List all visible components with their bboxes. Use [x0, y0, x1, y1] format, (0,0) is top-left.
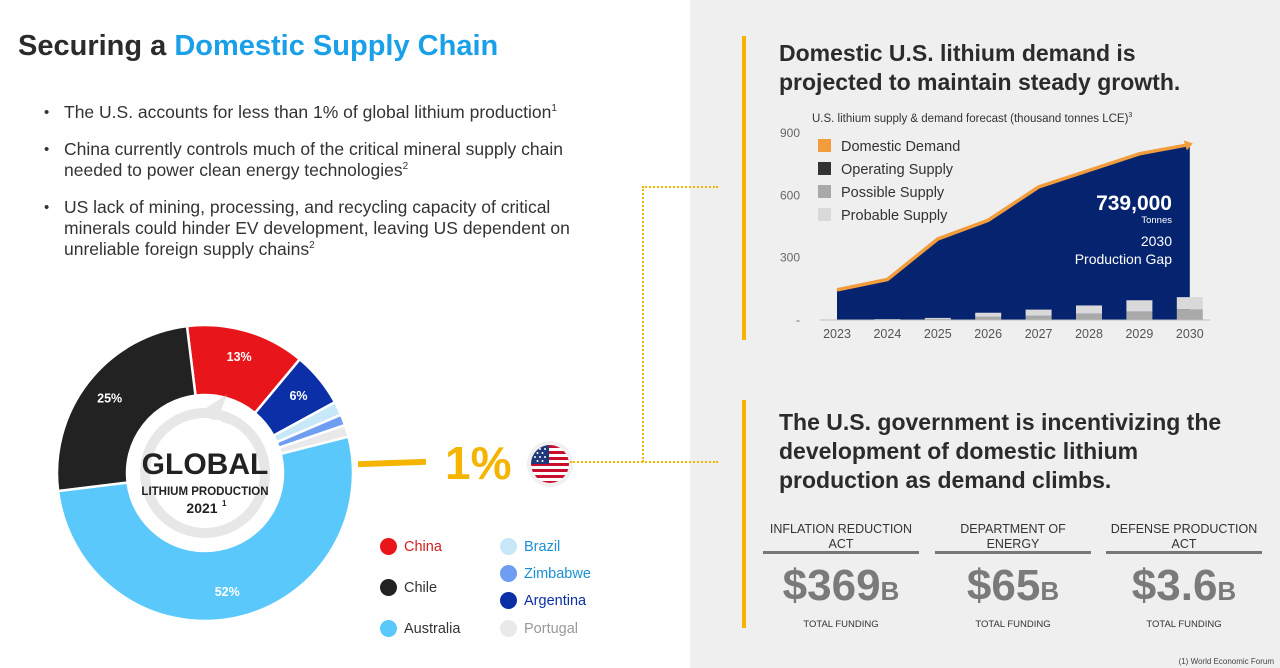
us-flag-icon — [531, 445, 569, 483]
legend-item-china: China — [380, 538, 442, 555]
gap-unit: Tonnes — [1141, 215, 1172, 226]
x-tick-label: 2027 — [1025, 327, 1053, 341]
possible-supply-bar — [1176, 309, 1203, 320]
donut-center-subtitle: LITHIUM PRODUCTION — [141, 486, 268, 498]
us-share-callout: 1% — [445, 437, 512, 489]
possible-supply-bar — [975, 316, 1002, 320]
y-tick-label: 300 — [780, 251, 800, 265]
funding-name: INFLATION REDUCTION ACT — [763, 522, 919, 554]
legend-swatch — [380, 620, 397, 637]
x-tick-label: 2028 — [1075, 327, 1103, 341]
donut-label-chile: 25% — [97, 392, 122, 406]
probable-supply-bar — [975, 312, 1002, 317]
legend-label: Possible Supply — [841, 185, 945, 201]
x-tick-label: 2029 — [1125, 327, 1153, 341]
supply-demand-area-chart: 900 600 300 - 2023 2024 2025 2026 2027 2028 2029 20… — [780, 126, 1210, 341]
bullet-item: The U.S. accounts for less than 1% of gl… — [44, 102, 574, 123]
x-tick-label: 2025 — [924, 327, 952, 341]
right-panel — [690, 0, 1280, 668]
donut-label-australia: 52% — [215, 585, 240, 599]
probable-supply-bar — [924, 317, 951, 319]
x-tick-label: 2026 — [974, 327, 1002, 341]
legend-item-australia: Australia — [380, 620, 460, 637]
funding-defense-production-act: DEFENSE PRODUCTION ACT $3.6B TOTAL FUNDI… — [1106, 522, 1262, 630]
legend-label: Operating Supply — [841, 162, 954, 178]
donut-slice-australia — [56, 435, 355, 623]
legend-label: Probable Supply — [841, 208, 948, 224]
footnote: (1) World Economic Forum — [1178, 657, 1274, 666]
legend-swatch — [500, 538, 517, 555]
donut-center-year-footnote: 1 — [222, 499, 227, 508]
probable-supply-bar — [1176, 297, 1203, 310]
donut-center-year: 2021 — [186, 500, 217, 516]
legend-swatch — [500, 592, 517, 609]
probable-supply-bar — [1025, 309, 1052, 316]
section1-title: Domestic U.S. lithium demand is projecte… — [779, 40, 1181, 95]
donut-label-china: 13% — [227, 350, 252, 364]
legend-swatch — [818, 208, 831, 221]
possible-supply-bar — [1126, 311, 1153, 320]
connector-line — [642, 186, 718, 188]
possible-supply-bar — [1025, 315, 1052, 320]
legend-item-zimbabwe: Zimbabwe — [500, 565, 591, 582]
legend-label: Domestic Demand — [841, 139, 960, 155]
section2-title: The U.S. government is incentivizing the… — [779, 409, 1222, 493]
bullet-item: US lack of mining, processing, and recyc… — [44, 197, 574, 260]
demand-arrow — [1183, 140, 1193, 151]
possible-supply-bar — [1076, 313, 1102, 320]
page-title: Securing a Domestic Supply Chain — [18, 30, 499, 62]
funding-name: DEPARTMENT OF ENERGY — [935, 522, 1091, 554]
x-tick-label: 2030 — [1176, 327, 1204, 341]
funding-amount: $3.6B — [1131, 561, 1237, 610]
connector-line — [570, 461, 718, 463]
y-tick-label: 600 — [780, 188, 800, 202]
lithium-production-donut-chart: 13% 6% 52% 25% GLOBAL LITHIUM PRODUCTION 20… — [55, 323, 355, 623]
donut-label-argentina: 6% — [289, 389, 307, 403]
bullet-item: China currently controls much of the cri… — [44, 139, 574, 181]
donut-center-title: GLOBAL — [142, 448, 269, 481]
demand-line — [836, 142, 1191, 292]
funding-label: TOTAL FUNDING — [1146, 619, 1222, 630]
y-tick-label: 900 — [780, 126, 800, 140]
legend-swatch — [818, 185, 831, 198]
gap-value: 739,000 — [1096, 192, 1172, 215]
gap-label: Production Gap — [1075, 251, 1172, 267]
legend-item-argentina: Argentina — [500, 592, 586, 609]
section-accent-line — [742, 36, 746, 340]
x-tick-label: 2023 — [823, 327, 851, 341]
legend-swatch — [500, 565, 517, 582]
connector-line — [642, 186, 644, 462]
y-tick-label: - — [796, 313, 800, 327]
page-title-accent: Domestic Supply Chain — [174, 30, 499, 62]
legend-item-brazil: Brazil — [500, 538, 560, 555]
probable-supply-bar — [1126, 300, 1153, 312]
funding-amount: $65B — [966, 561, 1060, 610]
legend-swatch — [500, 620, 517, 637]
funding-amount: $369B — [782, 561, 900, 610]
legend-item-chile: Chile — [380, 579, 437, 596]
funding-label: TOTAL FUNDING — [803, 619, 879, 630]
possible-supply-bar — [924, 318, 951, 320]
gap-year: 2030 — [1141, 233, 1172, 249]
section-accent-line — [742, 400, 746, 628]
legend-swatch — [818, 162, 831, 175]
funding-inflation-reduction-act: INFLATION REDUCTION ACT $369B TOTAL FUND… — [763, 522, 919, 630]
bullet-list: The U.S. accounts for less than 1% of gl… — [44, 102, 574, 276]
legend-item-portugal: Portugal — [500, 620, 578, 637]
chart-caption: U.S. lithium supply & demand forecast (t… — [812, 112, 1133, 125]
donut-slice-chile — [55, 324, 197, 493]
globe-icon — [140, 393, 270, 538]
funding-name: DEFENSE PRODUCTION ACT — [1106, 522, 1262, 554]
funding-department-of-energy: DEPARTMENT OF ENERGY $65B TOTAL FUNDING — [935, 522, 1091, 630]
probable-supply-bar — [1076, 305, 1102, 314]
legend-swatch — [380, 538, 397, 555]
funding-label: TOTAL FUNDING — [975, 619, 1051, 630]
x-tick-label: 2024 — [873, 327, 901, 341]
legend-swatch — [818, 139, 831, 152]
legend-swatch — [380, 579, 397, 596]
demand-area — [837, 144, 1190, 320]
